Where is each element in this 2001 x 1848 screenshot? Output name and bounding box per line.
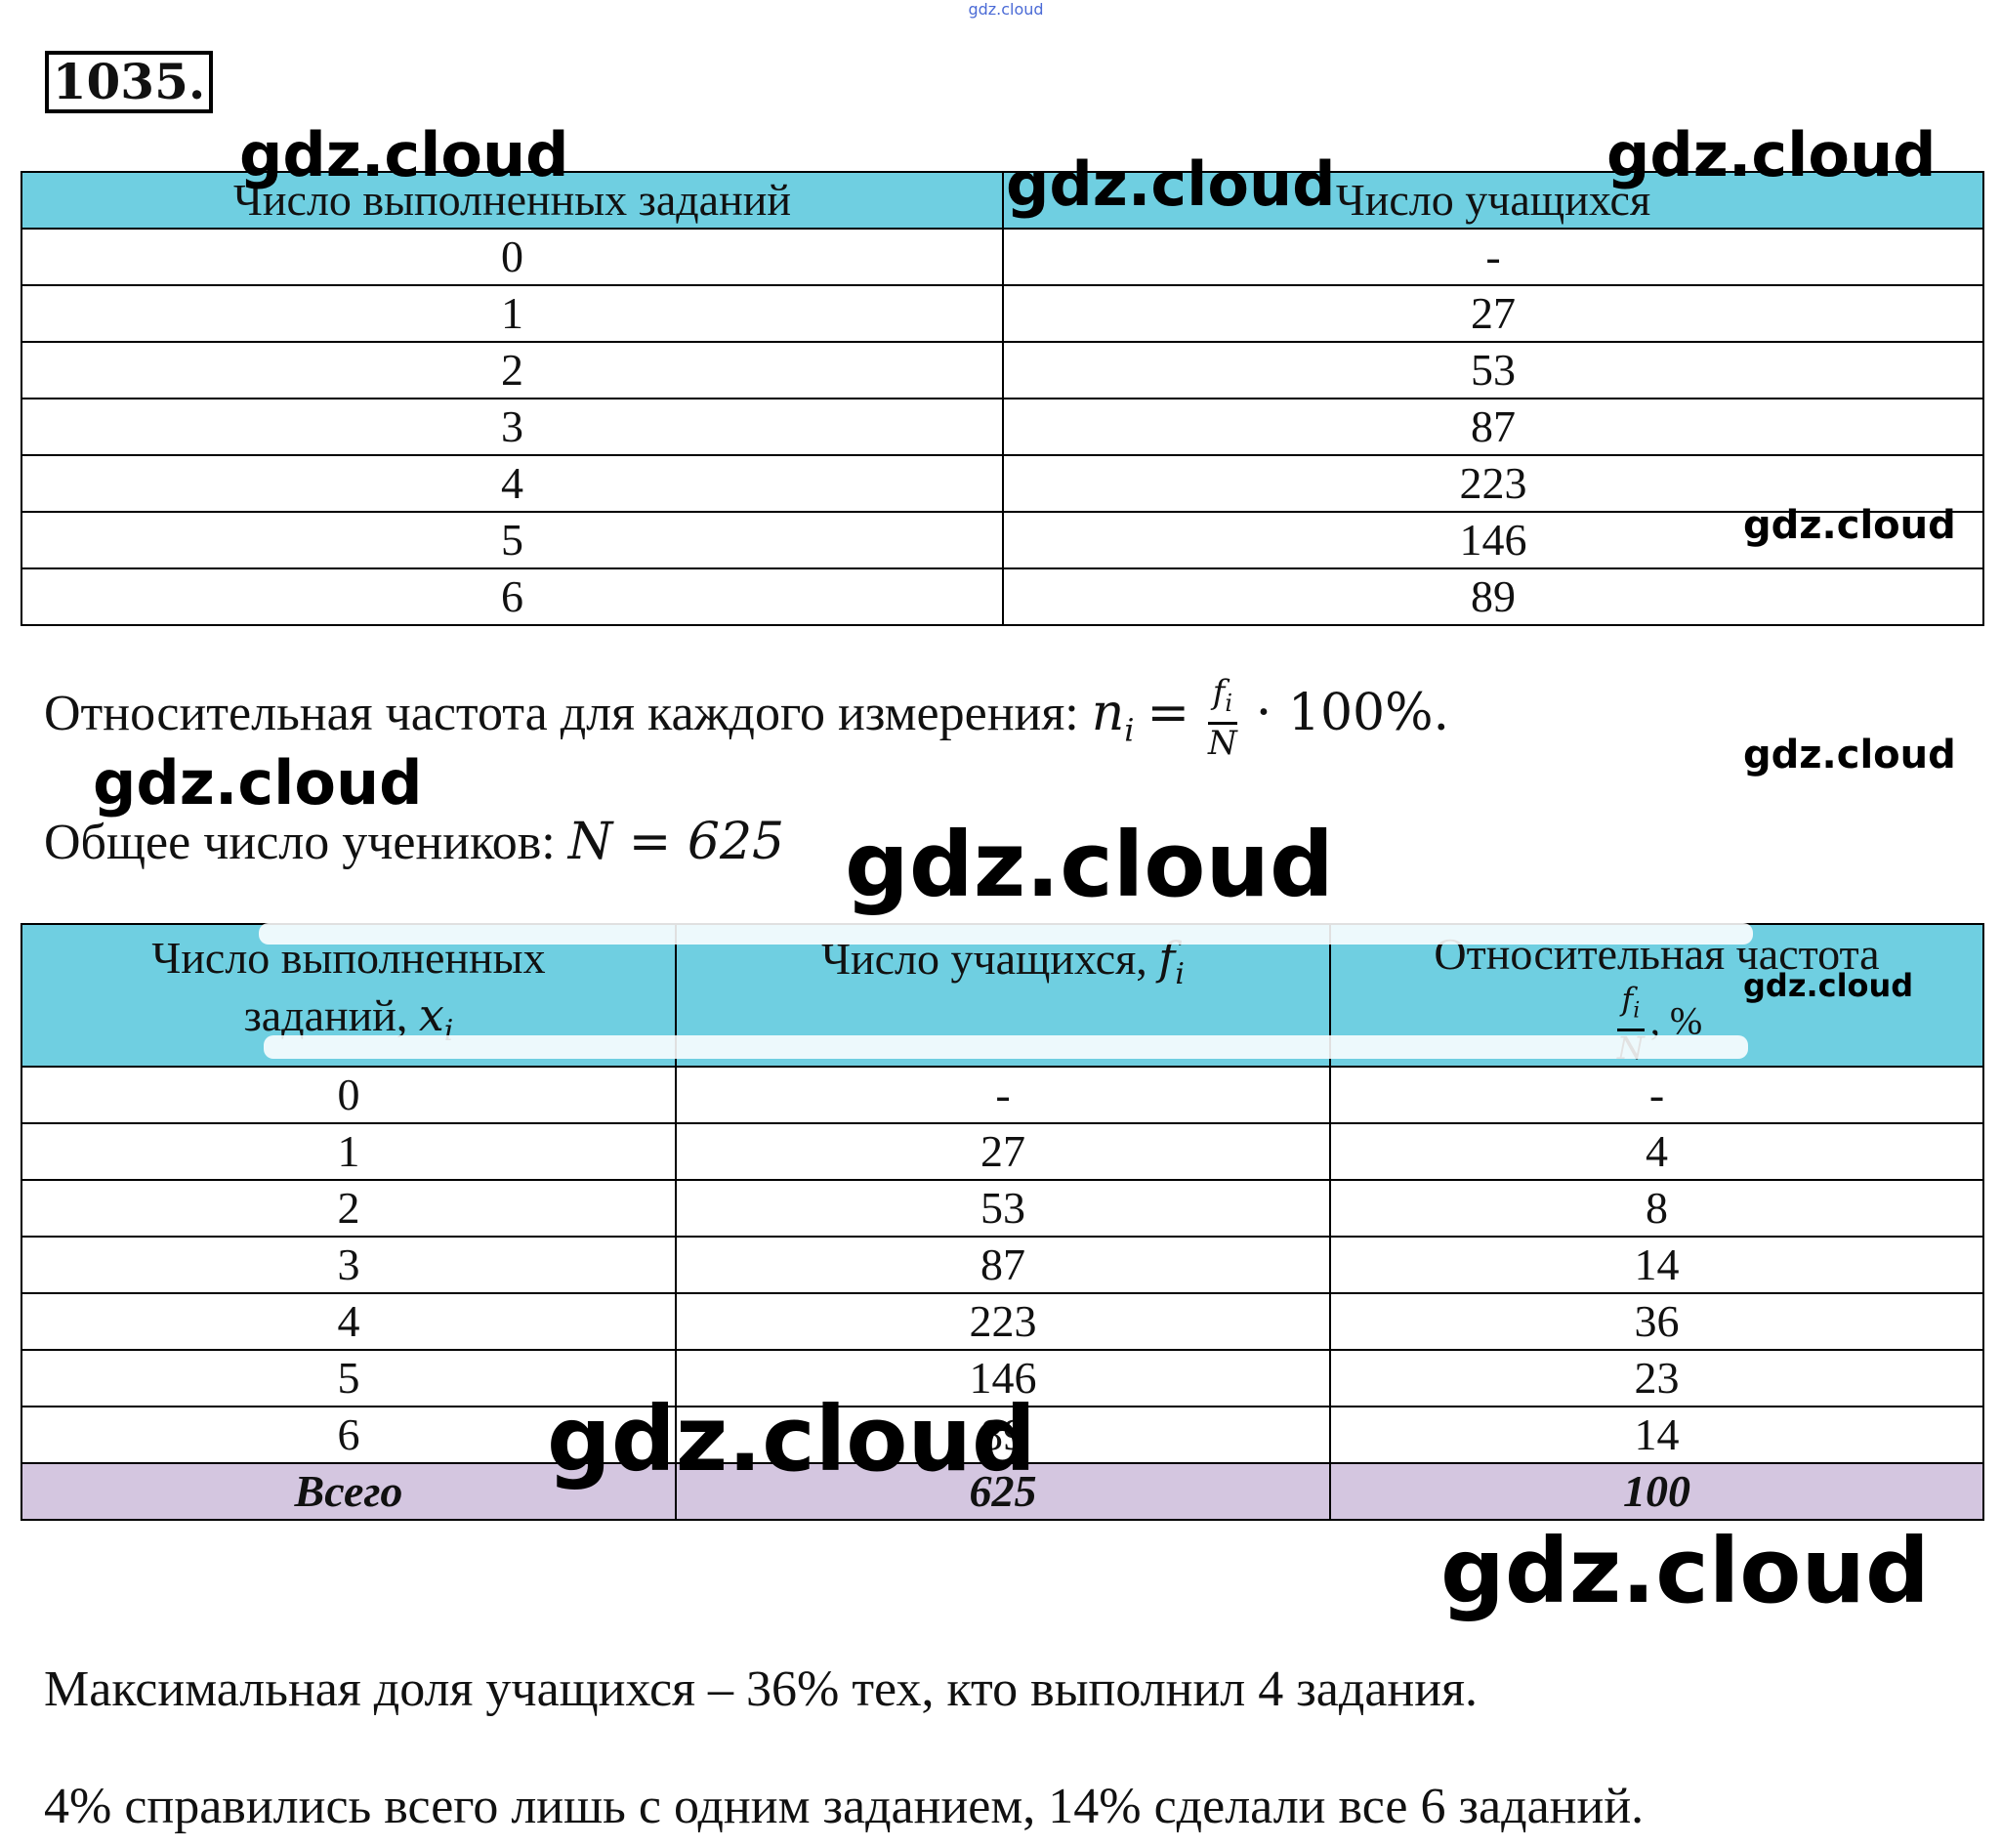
cell-relative-frequency: 23 [1329,1349,1984,1407]
cell-students-f: 146 [675,1349,1331,1407]
cell-tasks-x: 5 [21,1349,677,1407]
formula-fraction: fi N [1208,673,1237,763]
cell-relative-frequency: 14 [1329,1406,1984,1464]
table-row: 3 87 [21,398,1984,456]
cell-students-f: 27 [675,1122,1331,1181]
cell-tasks-count: 5 [21,511,1004,569]
cell-tasks-count: 4 [21,454,1004,513]
watermark: gdz.cloud [1743,967,1914,1004]
header-students-count: Число учащихся [1002,171,1984,230]
table-row: 1 27 4 [21,1122,1984,1181]
cell-students-count: 223 [1002,454,1984,513]
table-row: 2 53 [21,341,1984,399]
students-table: Число выполненных заданий Число учащихся… [21,171,1984,626]
cell-relative-frequency: - [1329,1066,1984,1124]
cell-students-f: 223 [675,1292,1331,1351]
watermark: gdz.cloud [93,747,423,819]
cell-tasks-count: 1 [21,284,1004,343]
erasure-smudge [264,1035,1748,1059]
cell-tasks-x: 0 [21,1066,677,1124]
cell-tasks-count: 3 [21,398,1004,456]
cell-students-count: 53 [1002,341,1984,399]
cell-students-count: 89 [1002,567,1984,626]
table-row: 4 223 36 [21,1292,1984,1351]
task-number: 1035. [45,51,213,113]
cell-students-f: 89 [675,1406,1331,1464]
table-total-row: Всего 625 100 [21,1462,1984,1521]
total-percent: 100 [1329,1462,1984,1521]
table-row: 2 53 8 [21,1179,1984,1238]
watermark: gdz.cloud [1743,733,1956,777]
cell-relative-frequency: 14 [1329,1236,1984,1294]
table-row: 3 87 14 [21,1236,1984,1294]
conclusion-line-1: Максимальная доля учащихся – 36% тех, кт… [44,1661,1478,1717]
cell-relative-frequency: 4 [1329,1122,1984,1181]
total-students-math: N = 625 [567,813,785,871]
formula-text: Относительная частота для каждого измере… [44,685,1079,741]
table-row: 5 146 [21,511,1984,569]
cell-tasks-count: 0 [21,228,1004,286]
cell-relative-frequency: 36 [1329,1292,1984,1351]
formula-tail: · 100%. [1255,683,1450,742]
cell-students-count: 87 [1002,398,1984,456]
watermark: gdz.cloud [1006,148,1336,220]
cell-tasks-count: 2 [21,341,1004,399]
cell-relative-frequency: 8 [1329,1179,1984,1238]
table-row: 5 146 23 [21,1349,1984,1407]
site-mark: gdz.cloud [968,0,1044,19]
erasure-smudge [259,923,1753,945]
cell-tasks-x: 2 [21,1179,677,1238]
cell-tasks-x: 3 [21,1236,677,1294]
watermark: gdz.cloud [845,813,1334,917]
cell-tasks-count: 6 [21,567,1004,626]
table-row: 0- [21,228,1984,286]
cell-students-f: 53 [675,1179,1331,1238]
relative-frequency-formula: Относительная частота для каждого измере… [44,674,1449,762]
table-row: 6 89 [21,567,1984,626]
table-row: 4 223 [21,454,1984,513]
watermark: gdz.cloud [1606,119,1937,190]
cell-students-f: 87 [675,1236,1331,1294]
watermark: gdz.cloud [1440,1519,1930,1623]
table-header-row: Число выполненных заданий Число учащихся [21,171,1984,230]
watermark: gdz.cloud [239,119,569,190]
cell-tasks-x: 4 [21,1292,677,1351]
total-students: 625 [675,1462,1331,1521]
formula-equals: = [1146,683,1190,742]
conclusion-line-2: 4% справились всего лишь с одним задание… [44,1779,1645,1834]
table-row: 6 89 14 [21,1406,1984,1464]
cell-students-count: 27 [1002,284,1984,343]
watermark: gdz.cloud [547,1387,1036,1491]
cell-students-count: 146 [1002,511,1984,569]
total-students-line: Общее число учеников: N = 625 [44,813,784,871]
formula-lhs: ni [1091,683,1135,749]
total-students-text: Общее число учеников: [44,815,556,870]
cell-tasks-x: 6 [21,1406,677,1464]
table-row: 0-- [21,1066,1984,1124]
header-tasks-count: Число выполненных заданий [21,171,1004,230]
total-label: Всего [21,1462,677,1521]
table-row: 1 27 [21,284,1984,343]
cell-students-f: - [675,1066,1331,1124]
cell-students-count: - [1002,228,1984,286]
cell-tasks-x: 1 [21,1122,677,1181]
watermark: gdz.cloud [1743,503,1956,548]
